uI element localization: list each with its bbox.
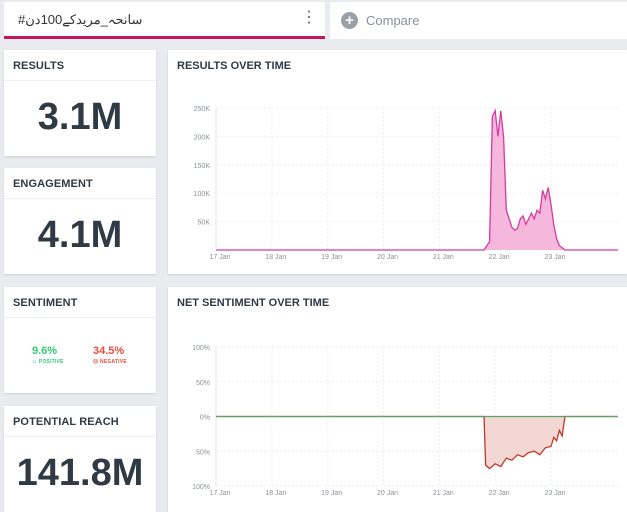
sentiment-card: SENTIMENT 9.6% ☺ POSITIVE 34.5% ☹ NEGATI…	[4, 287, 156, 393]
positive-value: 9.6%	[32, 345, 58, 357]
sentiment-chart-card: NET SENTIMENT OVER TIME 100% 50% 0% 50% 100%…	[168, 287, 627, 512]
engagement-card: ENGAGEMENT 4.1M	[4, 168, 156, 274]
search-query-bar[interactable]: #سانحہ_مریدکے100دن ⋮	[4, 2, 325, 39]
results-over-time-chart: 50K 100K 150K 200K 250K 17 Jan 18 Jan 19 Jan 20 …	[194, 106, 618, 261]
y-tick-label: 100%	[192, 484, 210, 491]
reach-value: 141.8M	[16, 452, 144, 494]
engagement-title: ENGAGEMENT	[13, 178, 93, 190]
x-tick-label: 19 Jan	[321, 254, 342, 261]
results-card: RESULTS 3.1M	[4, 50, 156, 156]
x-tick-label: 17 Jan	[209, 254, 230, 261]
divider	[4, 80, 156, 81]
x-tick-label: 22 Jan	[489, 490, 510, 497]
x-tick-label: 22 Jan	[489, 254, 510, 261]
x-tick-label: 19 Jan	[321, 490, 342, 497]
sentiment-chart-title: NET SENTIMENT OVER TIME	[177, 297, 330, 309]
negative-label-text: NEGATIVE	[100, 359, 127, 365]
y-tick-label: 100%	[192, 345, 210, 352]
positive-label: ☺ POSITIVE	[32, 359, 64, 365]
divider	[4, 436, 156, 437]
series-area	[216, 416, 618, 469]
series-area	[216, 110, 618, 250]
reach-card: POTENTIAL REACH 141.8M	[4, 406, 156, 512]
net-sentiment-chart: 100%50%0%50%100%17 Jan 18 Jan 19 Jan 20 Jan…	[192, 345, 618, 497]
x-tick-label: 21 Jan	[433, 490, 454, 497]
x-tick-label: 20 Jan	[377, 254, 398, 261]
divider	[4, 317, 156, 318]
x-tick-label: 20 Jan	[377, 490, 398, 497]
x-tick-label: 17 Jan	[209, 490, 230, 497]
series-line	[216, 108, 618, 251]
compare-label: Compare	[366, 13, 420, 28]
results-title: RESULTS	[13, 60, 65, 72]
results-chart-card: RESULTS OVER TIME 50K 100K 150K 200K 250K 17 …	[168, 50, 627, 274]
results-value: 3.1M	[37, 96, 123, 138]
divider	[4, 198, 156, 199]
x-tick-label: 23 Jan	[544, 490, 565, 497]
y-tick-label: 150K	[194, 163, 211, 170]
y-tick-label: 250K	[194, 106, 211, 113]
y-tick-label: 50K	[198, 220, 211, 227]
y-tick-label: 50%	[196, 449, 210, 456]
y-tick-label: 0%	[200, 415, 210, 422]
compare-button[interactable]: + Compare	[330, 2, 627, 39]
series-line	[216, 415, 618, 470]
engagement-value: 4.1M	[37, 214, 123, 256]
kebab-menu-icon[interactable]: ⋮	[301, 9, 317, 26]
negative-value: 34.5%	[93, 345, 125, 357]
positive-label-text: POSITIVE	[38, 359, 64, 365]
negative-label: ☹ NEGATIVE	[93, 359, 127, 365]
search-query-text[interactable]: #سانحہ_مریدکے100دن	[18, 12, 143, 27]
y-tick-label: 50%	[196, 380, 210, 387]
plus-circle-icon[interactable]: +	[341, 12, 358, 29]
y-tick-label: 200K	[194, 134, 211, 141]
results-chart-title: RESULTS OVER TIME	[177, 60, 292, 72]
sentiment-title: SENTIMENT	[13, 297, 78, 309]
x-tick-label: 23 Jan	[544, 254, 565, 261]
x-tick-label: 18 Jan	[265, 490, 286, 497]
reach-title: POTENTIAL REACH	[13, 416, 119, 428]
x-tick-label: 18 Jan	[265, 254, 286, 261]
x-tick-label: 21 Jan	[433, 254, 454, 261]
y-tick-label: 100K	[194, 191, 211, 198]
